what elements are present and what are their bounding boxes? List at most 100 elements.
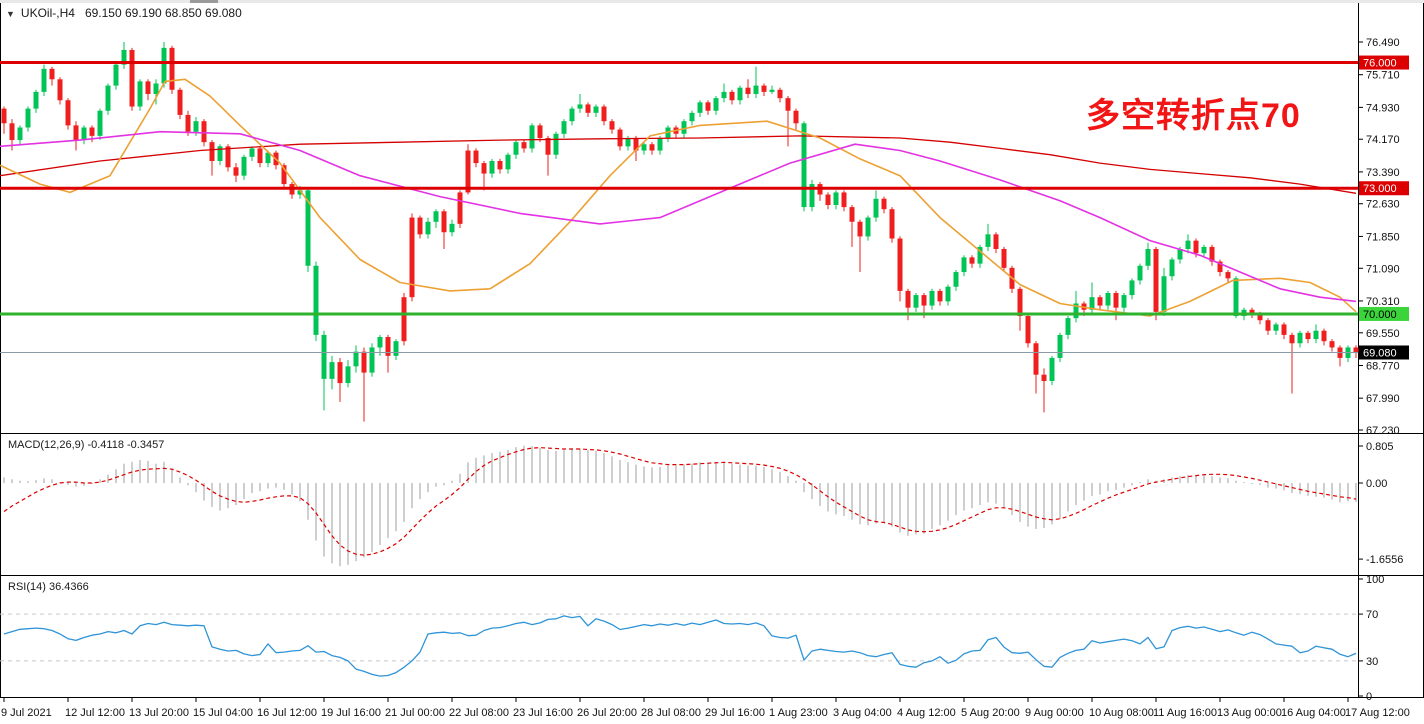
macd-indicator-label: MACD(12,26,9) -0.4118 -0.3457 [8, 439, 165, 451]
macd-hist-bar [907, 483, 909, 536]
time-tick-label[interactable]: 15 Jul 04:00 [193, 707, 253, 719]
macd-hist-bar [747, 465, 749, 483]
candle-body [153, 83, 159, 94]
macd-hist-bar [475, 457, 477, 483]
macd-hist-bar [203, 483, 205, 501]
macd-hist-bar [771, 469, 773, 483]
time-tick-label[interactable]: 3 Aug 04:00 [833, 707, 892, 719]
candle-body [649, 144, 655, 151]
macd-hist-bar [403, 483, 405, 523]
time-tick-label[interactable]: 23 Jul 16:00 [513, 707, 573, 719]
time-tick-label[interactable]: 21 Jul 00:00 [385, 707, 445, 719]
candle-body [137, 81, 143, 107]
candle-body [705, 102, 711, 111]
macd-hist-bar [515, 447, 517, 483]
macd-hist-bar [683, 464, 685, 483]
macd-hist-bar [643, 466, 645, 483]
time-tick-label[interactable]: 4 Aug 12:00 [897, 707, 956, 719]
candle-body [465, 150, 471, 193]
candle-body [545, 137, 551, 155]
time-tick-label[interactable]: 11 Aug 16:00 [1153, 707, 1217, 719]
macd-hist-bar [1203, 475, 1205, 483]
time-tick-label[interactable]: 16 Jul 12:00 [257, 707, 317, 719]
time-tick-label[interactable]: 26 Jul 20:00 [577, 707, 637, 719]
macd-hist-bar [691, 463, 693, 483]
time-tick-label[interactable]: 22 Jul 08:00 [449, 707, 509, 719]
time-tick-label[interactable]: 17 Aug 12:00 [1345, 707, 1410, 719]
macd-hist-bar [651, 467, 653, 483]
time-tick-label[interactable]: 12 Jul 12:00 [65, 707, 125, 719]
macd-hist-bar [11, 479, 13, 483]
macd-hist-bar [1099, 483, 1101, 495]
candle-body [873, 198, 879, 218]
top-scrollbar[interactable] [0, 0, 1424, 3]
candle-body [425, 221, 431, 235]
macd-hist-bar [1187, 474, 1189, 483]
macd-hist-bar [67, 483, 69, 485]
macd-hist-bar [723, 461, 725, 483]
time-tick-label[interactable]: 19 Jul 16:00 [321, 707, 381, 719]
macd-hist-bar [731, 463, 733, 483]
chart-annotation-text: 多空转折点70 [1086, 97, 1301, 135]
time-tick-label[interactable]: 9 Aug 00:00 [1025, 707, 1084, 719]
macd-hist-bar [1051, 483, 1053, 525]
macd-hist-bar [939, 483, 941, 526]
macd-hist-bar [1347, 483, 1349, 502]
macd-hist-bar [779, 471, 781, 483]
macd-hist-bar [1323, 483, 1325, 498]
macd-hist-bar [619, 460, 621, 483]
macd-hist-bar [915, 483, 917, 535]
candle-body [1105, 292, 1111, 306]
candle-body [585, 104, 591, 113]
macd-hist-bar [3, 477, 5, 483]
candle-body [1265, 320, 1271, 331]
macd-hist-bar [211, 483, 213, 507]
candle-body [745, 87, 751, 94]
level-price-tag-text: 73.000 [1363, 183, 1397, 195]
macd-hist-bar [891, 483, 893, 527]
macd-hist-bar [1235, 480, 1237, 483]
candle-body [249, 148, 255, 157]
macd-hist-bar [35, 480, 37, 483]
macd-hist-bar [411, 483, 413, 509]
candle-body [753, 85, 759, 94]
macd-hist-bar [187, 483, 189, 486]
candle-body [1, 108, 7, 124]
time-tick-label[interactable]: 16 Aug 04:00 [1281, 707, 1346, 719]
candle-body [945, 286, 951, 302]
candle-body [1073, 303, 1079, 319]
candle-body [49, 68, 55, 80]
macd-hist-bar [323, 483, 325, 557]
price-tick-label: 67.230 [1366, 425, 1400, 437]
time-tick-label[interactable]: 1 Aug 23:00 [769, 707, 828, 719]
candle-body [849, 207, 855, 222]
macd-hist-bar [739, 464, 741, 483]
candle-body [833, 192, 839, 206]
main-price-panel [0, 42, 1359, 422]
time-tick-label[interactable]: 29 Jul 16:00 [705, 707, 765, 719]
macd-hist-bar [427, 483, 429, 493]
macd-hist-bar [1123, 483, 1125, 488]
macd-hist-bar [91, 483, 93, 484]
candle-body [257, 148, 263, 164]
time-tick-label[interactable]: 10 Aug 08:00 [1089, 707, 1154, 719]
time-tick-label[interactable]: 13 Aug 00:00 [1217, 707, 1282, 719]
macd-hist-bar [1211, 476, 1213, 483]
top-scrollbar-thumb[interactable] [190, 0, 218, 3]
candle-body [305, 190, 311, 266]
time-tick-label[interactable]: 28 Jul 08:00 [641, 707, 701, 719]
candle-body [713, 98, 719, 111]
collapse-chart-icon[interactable]: ▼ [6, 9, 15, 19]
price-tick-label: 70.310 [1366, 296, 1400, 308]
candle-body [57, 79, 63, 101]
candle-body [793, 110, 799, 124]
time-tick-label[interactable]: 9 Jul 2021 [1, 707, 52, 719]
macd-hist-bar [795, 480, 797, 483]
macd-hist-bar [507, 449, 509, 483]
time-tick-label[interactable]: 5 Aug 20:00 [961, 707, 1020, 719]
macd-hist-bar [1227, 478, 1229, 483]
candle-body [721, 91, 727, 99]
candle-body [809, 184, 815, 208]
candle-body [369, 347, 375, 373]
time-tick-label[interactable]: 13 Jul 20:00 [129, 707, 189, 719]
